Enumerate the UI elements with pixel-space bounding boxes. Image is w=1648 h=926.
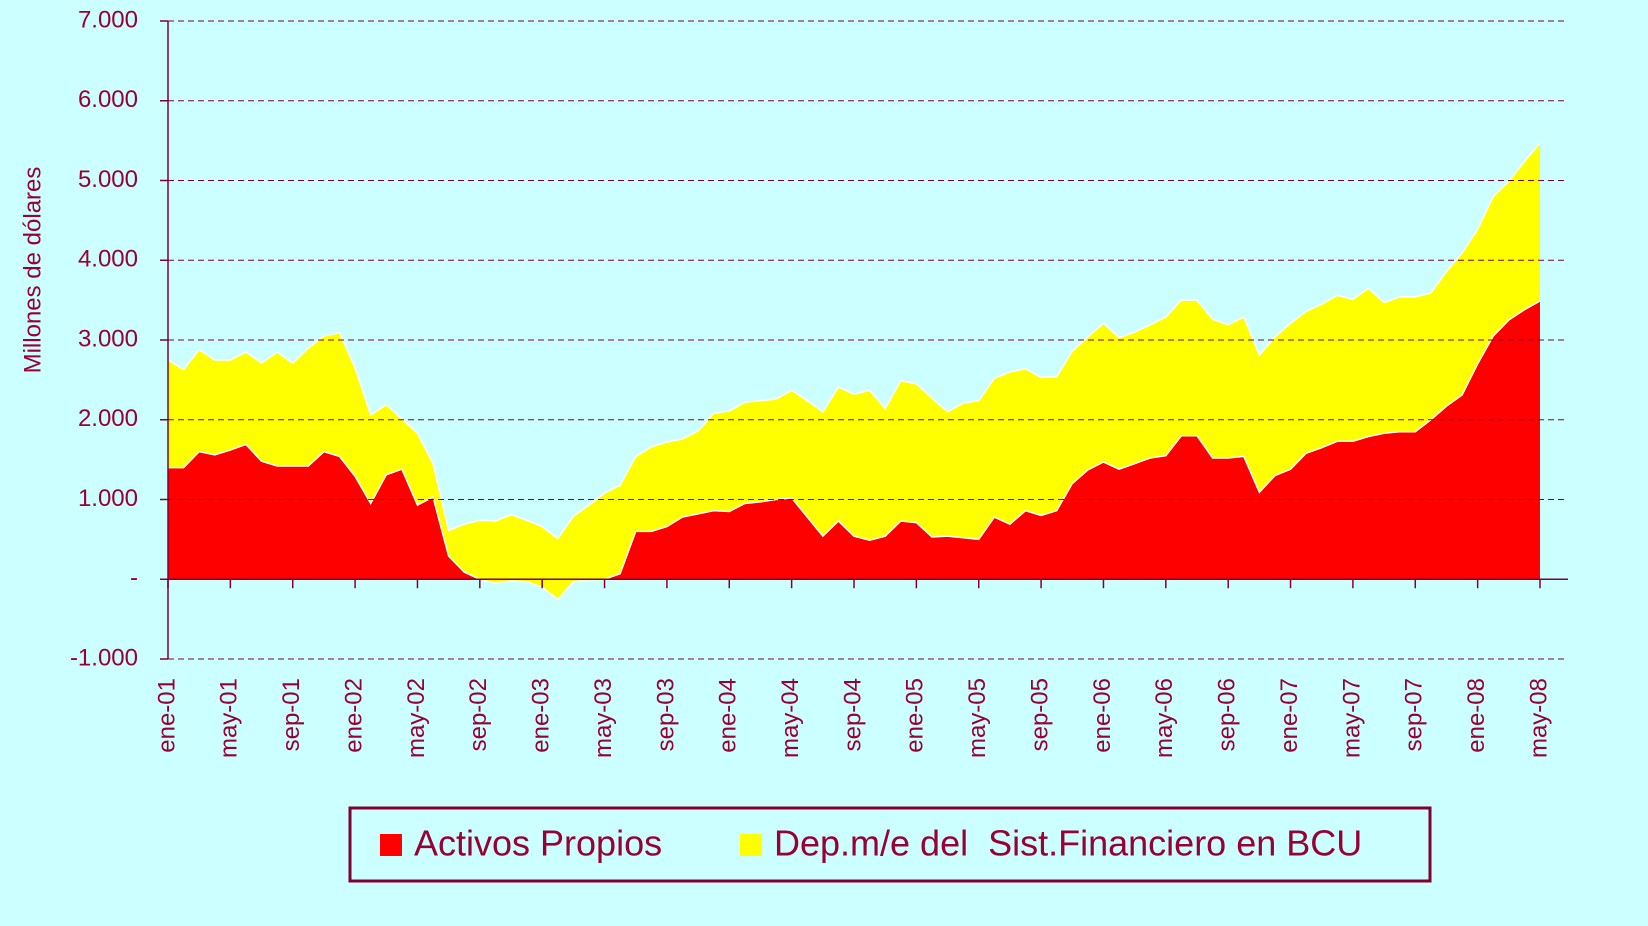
x-tick-label: sep-01 [278,678,305,751]
x-tick-label: ene-02 [340,678,367,753]
x-tick-label: sep-07 [1401,678,1428,751]
legend-swatch [380,834,402,856]
x-tick-label: ene-07 [1276,678,1303,753]
area-edge [168,300,1541,601]
legend-box [348,806,1432,883]
x-tick-label: may-05 [964,678,991,758]
x-tick-label: may-06 [1151,678,1178,758]
x-tick-label: ene-04 [715,678,742,753]
x-tick-label: sep-05 [1026,678,1053,751]
x-tick-label: ene-05 [902,678,929,753]
legend-label: Dep.m/e del Sist.Financiero en BCU [774,823,1362,864]
x-tick-label: may-04 [777,678,804,758]
y-tick-label: 6.000 [78,86,138,113]
x-tick-label: ene-08 [1463,678,1490,753]
y-tick-label: - [130,565,138,592]
x-tick-label: sep-02 [465,678,492,751]
y-tick-label: 7.000 [78,6,138,33]
x-tick-label: may-07 [1338,678,1365,758]
legend-label: Activos Propios [414,823,662,864]
area [168,300,1540,600]
area-edge [167,142,1541,540]
area [168,143,1540,600]
x-tick-label: may-02 [403,678,430,758]
x-tick-label: sep-06 [1214,678,1241,751]
x-tick-label: may-03 [590,678,617,758]
y-tick-label: 4.000 [78,246,138,273]
x-tick-label: sep-03 [652,678,679,751]
x-tick-label: ene-03 [528,678,555,753]
y-axis-label: Millones de dólares [19,167,46,374]
y-tick-label: 1.000 [78,485,138,512]
y-tick-label: 5.000 [78,166,138,193]
x-tick-label: may-01 [216,678,243,758]
legend-swatch [740,834,762,856]
x-tick-label: ene-01 [153,678,180,753]
y-tick-label: -1.000 [70,644,138,671]
x-tick-label: sep-04 [839,678,866,751]
y-tick-label: 2.000 [78,405,138,432]
y-tick-label: 3.000 [78,325,138,352]
x-tick-label: may-08 [1525,678,1552,758]
x-tick-label: ene-06 [1089,678,1116,753]
